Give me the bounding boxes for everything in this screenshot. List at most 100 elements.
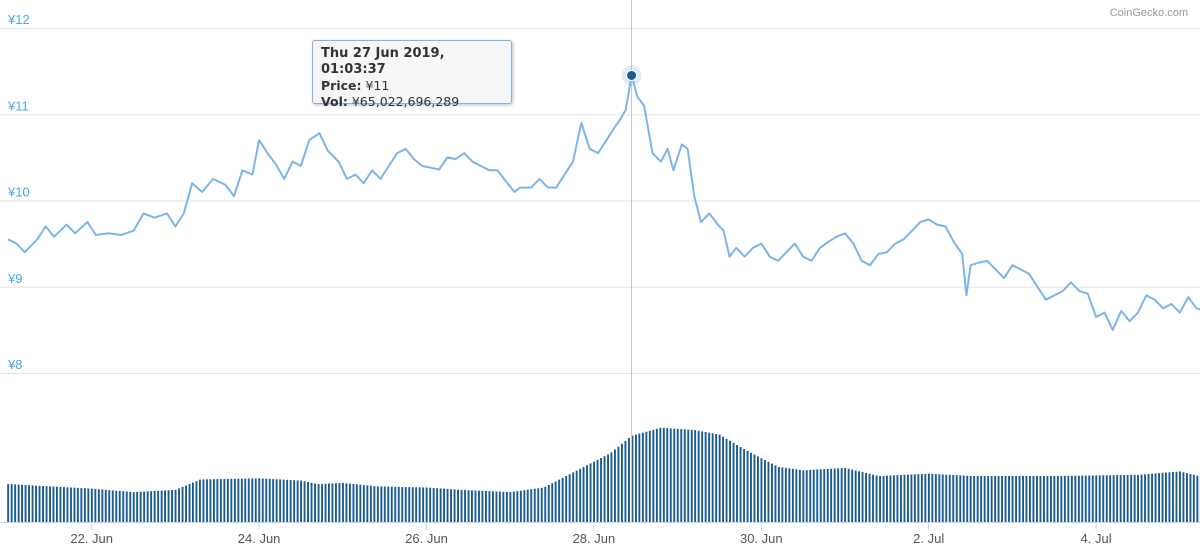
- volume-bar: [300, 480, 302, 522]
- volume-bar: [1004, 476, 1007, 522]
- x-tick-label: 26. Jun: [405, 531, 448, 546]
- volume-bar: [725, 438, 728, 522]
- volume-bar: [826, 468, 829, 522]
- volume-bar: [1196, 475, 1199, 522]
- volume-bar: [784, 467, 787, 522]
- volume-bar: [453, 489, 456, 522]
- volume-bar: [181, 486, 184, 522]
- volume-bar: [394, 486, 397, 522]
- volume-bar: [934, 474, 937, 522]
- volume-bar: [512, 491, 515, 522]
- credit-text[interactable]: CoinGecko.com: [1110, 7, 1188, 19]
- volume-bar: [750, 452, 752, 522]
- price-tooltip: Thu 27 Jun 2019, 01:03:37 Price: ¥11 Vol…: [312, 40, 512, 109]
- volume-bar: [195, 481, 198, 522]
- volume-bar: [202, 479, 205, 522]
- x-axis-ticks: 22. Jun 24. Jun 26. Jun 28. Jun 30. Jun 2. Ju…: [70, 522, 1112, 546]
- volume-bar: [349, 483, 351, 522]
- volume-bar: [108, 490, 111, 522]
- volume-bar: [247, 478, 250, 522]
- volume-bar: [753, 454, 756, 522]
- volume-bar: [286, 479, 289, 522]
- volume-bar: [213, 479, 215, 522]
- volume-bar: [439, 488, 442, 522]
- tooltip-vol-value: ¥65,022,696,289: [351, 94, 460, 109]
- volume-bar: [913, 474, 916, 522]
- tooltip-date: Thu 27 Jun 2019, 01:03:37: [321, 46, 445, 77]
- volume-bar: [900, 475, 902, 522]
- volume-bar: [446, 488, 449, 522]
- volume-bar: [425, 487, 428, 522]
- volume-bar: [272, 479, 275, 522]
- volume-bar: [279, 479, 282, 522]
- volume-bar: [56, 486, 58, 522]
- volume-bar: [1063, 475, 1066, 522]
- volume-bar: [296, 480, 299, 522]
- volume-bar: [1070, 475, 1073, 522]
- volume-bar: [1158, 473, 1160, 522]
- volume-bar: [502, 491, 505, 522]
- volume-bar: [31, 485, 34, 522]
- volume-bar: [760, 458, 763, 522]
- highlight-marker[interactable]: [626, 69, 638, 81]
- volume-bar: [673, 428, 676, 522]
- volume-bar: [216, 479, 219, 522]
- volume-bar: [429, 487, 432, 522]
- volume-bar: [729, 440, 731, 522]
- volume-bar: [436, 488, 439, 522]
- volume-bar: [1015, 476, 1017, 522]
- volume-bar: [1091, 475, 1094, 522]
- volume-bar: [345, 483, 348, 522]
- volume-bar: [676, 428, 679, 522]
- volume-bar: [125, 491, 128, 522]
- volume-bar: [199, 479, 201, 522]
- x-tick-label: 28. Jun: [573, 531, 616, 546]
- volume-bar: [129, 491, 132, 522]
- volume-bar: [781, 467, 784, 522]
- volume-bar: [565, 476, 568, 522]
- volume-bar: [45, 486, 48, 522]
- volume-bar: [812, 469, 815, 522]
- volume-bar: [317, 484, 320, 522]
- volume-bar: [307, 482, 309, 522]
- volume-bar: [233, 478, 236, 522]
- volume-bar: [628, 438, 630, 522]
- volume-bar: [1022, 476, 1024, 522]
- volume-bar: [1189, 474, 1192, 522]
- volume-bar: [690, 429, 693, 522]
- grid-lines: [0, 28, 1200, 374]
- volume-bar: [422, 487, 425, 522]
- volume-bar: [415, 487, 418, 522]
- volume-bar: [561, 477, 564, 522]
- volume-bar: [143, 491, 146, 522]
- volume-bar: [258, 478, 261, 522]
- volume-bar: [718, 434, 721, 522]
- volume-bar: [335, 483, 337, 522]
- volume-bar: [331, 483, 334, 522]
- volume-bar: [474, 490, 477, 522]
- volume-bar: [369, 485, 372, 522]
- volume-bar: [87, 488, 90, 522]
- volume-bar: [641, 432, 644, 522]
- volume-bar: [655, 428, 658, 522]
- volume-bar: [443, 488, 445, 522]
- volume-bar: [708, 432, 711, 522]
- volume-bar: [80, 488, 83, 522]
- volume-bar: [1140, 474, 1143, 522]
- volume-bar: [1123, 475, 1126, 522]
- volume-bar: [743, 449, 745, 522]
- volume-bar: [631, 435, 634, 522]
- volume-bar: [324, 483, 327, 522]
- volume-bar: [1043, 476, 1045, 522]
- volume-bar: [1088, 475, 1091, 522]
- volume-bar: [178, 488, 180, 522]
- volume-bar: [293, 480, 296, 522]
- volume-bar: [471, 490, 473, 522]
- volume-bar: [14, 484, 17, 522]
- volume-bar: [122, 491, 125, 522]
- volume-bar: [586, 465, 588, 522]
- volume-bar: [757, 456, 759, 522]
- volume-bar: [153, 490, 156, 522]
- volume-bar: [614, 449, 616, 522]
- volume-bar: [35, 485, 37, 522]
